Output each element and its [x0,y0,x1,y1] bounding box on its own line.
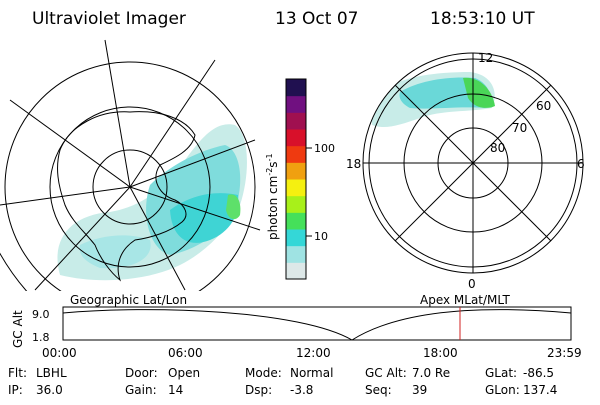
altitude-plot-frame [62,306,572,341]
date-label: 13 Oct 07 [275,9,358,29]
status-flt: Flt: LBHL [8,366,67,380]
colorbar-segment [286,195,306,213]
latitude-circles [0,61,256,291]
colorbar-segment [286,262,306,280]
status-glat: GLat: -86.5 [485,366,554,380]
status-panel: Flt: LBHL Door: Open Mode: Normal GC Alt: 7.… [8,366,557,397]
coastline [57,111,196,282]
colorbar-segment [286,95,306,113]
colorbar-segment [286,179,306,197]
colorbar-frame [285,78,307,280]
status-door: Door: Open [125,366,200,380]
status-gain: Gain: 14 [125,383,183,397]
mlt-label-left: 18 [346,157,361,171]
right-map-caption: Apex MLat/MLT [420,293,510,307]
status-seq: Seq: 39 [365,383,427,397]
mlt-label-right: 6 [577,157,585,171]
alt-xtick-1: 06:00 [168,346,203,360]
alt-xtick-3: 18:00 [423,346,458,360]
time-label: 18:53:10 UT [430,9,535,29]
colorbar-segment [286,245,306,263]
magnetic-polar-map: 12 18 6 0 60 70 80 [346,51,585,291]
colorbar-tick-100: 100 [314,142,335,155]
alt-ytick-high: 9.0 [32,308,50,321]
instrument-title: Ultraviolet Imager [32,9,186,29]
status-mode: Mode: Normal [245,366,333,380]
colorbar-segment [286,229,306,247]
altitude-plot: 9.0 1.8 GC Alt 00:00 06:00 12:00 18:00 2… [11,306,582,360]
mlt-meridians [363,53,583,273]
colorbar-tick-10: 10 [314,230,328,243]
colorbar-segment [286,145,306,163]
colorbar-segment [286,212,306,230]
geographic-map [0,39,261,291]
status-glon: GLon: 137.4 [485,383,557,397]
lat-label-60: 60 [536,99,551,113]
alt-xtick-0: 00:00 [42,346,77,360]
alt-ytick-low: 1.8 [32,331,50,344]
colorbar-segment [286,162,306,180]
magnetic-auroral-image [370,72,495,128]
lat-label-70: 70 [512,121,527,135]
lat-label-80: 80 [490,141,505,155]
colorbar-segment [286,112,306,130]
alt-xtick-2: 12:00 [296,346,331,360]
colorbar-unit-label: photon cm-2s-1 [265,153,280,240]
longitude-lines [0,39,261,291]
status-dsp: Dsp: -3.8 [245,383,313,397]
altitude-curve [62,309,572,341]
colorbar-segment [286,129,306,147]
colorbar: 100 10 photon cm-2s-1 [265,78,335,280]
mlt-label-bottom: 0 [468,277,476,291]
alt-ylabel: GC Alt [11,310,25,348]
mlt-label-top: 12 [478,51,493,65]
left-map-caption: Geographic Lat/Lon [70,293,187,307]
polar-circle-60-ring [368,58,578,268]
geographic-auroral-image [57,124,247,281]
colorbar-segment [286,79,306,97]
status-gc-alt: GC Alt: 7.0 Re [365,366,450,380]
alt-xtick-4: 23:59 [547,346,582,360]
status-ip: IP: 36.0 [8,383,63,397]
